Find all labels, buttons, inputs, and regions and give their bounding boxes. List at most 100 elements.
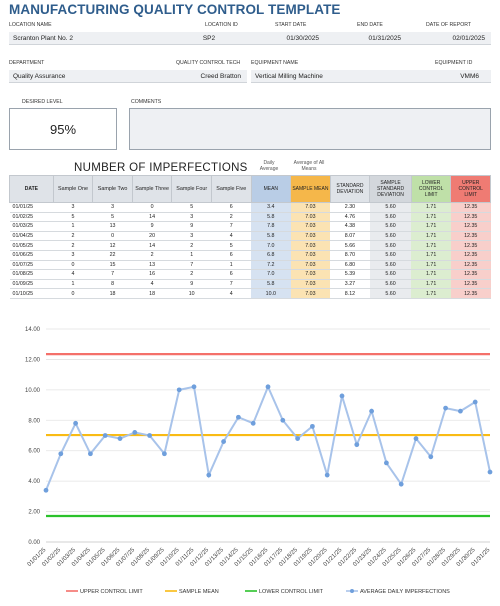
cell-date[interactable]: 01/02/25 [9, 212, 54, 223]
cell-mean[interactable]: 7.8 [251, 221, 291, 232]
cell-upper-control-limit[interactable]: 12.35 [450, 250, 491, 261]
cell-sample-five[interactable]: 7 [211, 221, 252, 232]
cell-date[interactable]: 01/01/25 [9, 202, 54, 213]
cell-lower-control-limit[interactable]: 1.71 [411, 260, 451, 271]
cell-sample-mean[interactable]: 7.03 [290, 269, 331, 280]
location-name-value[interactable]: Scranton Plant No. 2 [9, 32, 171, 45]
cell-sample-four[interactable]: 5 [171, 202, 212, 213]
cell-sample-four[interactable]: 1 [171, 250, 212, 261]
cell-sample-five[interactable]: 6 [211, 269, 252, 280]
cell-mean[interactable]: 5.8 [251, 279, 291, 290]
cell-sample-five[interactable]: 4 [211, 231, 252, 242]
cell-upper-control-limit[interactable]: 12.35 [450, 212, 491, 223]
cell-lower-control-limit[interactable]: 1.71 [411, 250, 451, 261]
cell-sample-one[interactable]: 3 [53, 250, 93, 261]
cell-date[interactable]: 01/07/25 [9, 260, 54, 271]
cell-sample-four[interactable]: 2 [171, 240, 212, 251]
cell-mean[interactable]: 7.0 [251, 240, 291, 251]
cell-sample-standard-deviation[interactable]: 5.60 [369, 288, 412, 299]
cell-sample-three[interactable]: 13 [132, 260, 172, 271]
department-value[interactable]: Quality Assurance [9, 70, 171, 83]
cell-standard-deviation[interactable]: 8.12 [330, 288, 370, 299]
cell-sample-one[interactable]: 5 [53, 212, 93, 223]
cell-upper-control-limit[interactable]: 12.35 [450, 221, 491, 232]
cell-standard-deviation[interactable]: 5.66 [330, 240, 370, 251]
cell-sample-three[interactable]: 14 [132, 240, 172, 251]
cell-upper-control-limit[interactable]: 12.35 [450, 260, 491, 271]
cell-sample-standard-deviation[interactable]: 5.60 [369, 202, 412, 213]
cell-standard-deviation[interactable]: 8.07 [330, 231, 370, 242]
cell-standard-deviation[interactable]: 4.38 [330, 221, 370, 232]
cell-sample-two[interactable]: 13 [92, 221, 133, 232]
cell-sample-two[interactable]: 12 [92, 240, 133, 251]
cell-mean[interactable]: 5.8 [251, 212, 291, 223]
cell-sample-standard-deviation[interactable]: 5.60 [369, 269, 412, 280]
cell-sample-four[interactable]: 3 [171, 212, 212, 223]
cell-sample-mean[interactable]: 7.03 [290, 279, 331, 290]
cell-lower-control-limit[interactable]: 1.71 [411, 279, 451, 290]
cell-sample-mean[interactable]: 7.03 [290, 288, 331, 299]
start-date-value[interactable]: 01/30/2025 [247, 32, 327, 45]
cell-sample-three[interactable]: 18 [132, 288, 172, 299]
cell-mean[interactable]: 3.4 [251, 202, 291, 213]
cell-sample-five[interactable]: 2 [211, 212, 252, 223]
cell-sample-four[interactable]: 3 [171, 231, 212, 242]
cell-sample-four[interactable]: 10 [171, 288, 212, 299]
cell-sample-standard-deviation[interactable]: 5.60 [369, 250, 412, 261]
cell-standard-deviation[interactable]: 5.39 [330, 269, 370, 280]
cell-sample-standard-deviation[interactable]: 5.60 [369, 221, 412, 232]
cell-sample-two[interactable]: 8 [92, 279, 133, 290]
cell-standard-deviation[interactable]: 3.27 [330, 279, 370, 290]
cell-lower-control-limit[interactable]: 1.71 [411, 231, 451, 242]
cell-mean[interactable]: 7.0 [251, 269, 291, 280]
cell-sample-three[interactable]: 2 [132, 250, 172, 261]
cell-standard-deviation[interactable]: 4.76 [330, 212, 370, 223]
cell-sample-mean[interactable]: 7.03 [290, 240, 331, 251]
cell-sample-four[interactable]: 7 [171, 260, 212, 271]
cell-sample-three[interactable]: 4 [132, 279, 172, 290]
cell-mean[interactable]: 10.0 [251, 288, 291, 299]
cell-sample-standard-deviation[interactable]: 5.60 [369, 240, 412, 251]
cell-date[interactable]: 01/09/25 [9, 279, 54, 290]
comments-field[interactable] [129, 108, 491, 150]
desired-level-value[interactable]: 95% [9, 108, 117, 150]
cell-upper-control-limit[interactable]: 12.35 [450, 231, 491, 242]
cell-mean[interactable]: 5.8 [251, 231, 291, 242]
cell-upper-control-limit[interactable]: 12.35 [450, 240, 491, 251]
cell-sample-three[interactable]: 16 [132, 269, 172, 280]
cell-sample-five[interactable]: 6 [211, 202, 252, 213]
cell-sample-two[interactable]: 15 [92, 260, 133, 271]
cell-sample-two[interactable]: 7 [92, 269, 133, 280]
cell-sample-mean[interactable]: 7.03 [290, 202, 331, 213]
cell-sample-three[interactable]: 20 [132, 231, 172, 242]
cell-date[interactable]: 01/06/25 [9, 250, 54, 261]
cell-sample-two[interactable]: 18 [92, 288, 133, 299]
cell-sample-mean[interactable]: 7.03 [290, 212, 331, 223]
cell-sample-three[interactable]: 0 [132, 202, 172, 213]
cell-upper-control-limit[interactable]: 12.35 [450, 202, 491, 213]
cell-sample-mean[interactable]: 7.03 [290, 260, 331, 271]
cell-standard-deviation[interactable]: 2.30 [330, 202, 370, 213]
cell-sample-one[interactable]: 0 [53, 260, 93, 271]
cell-sample-one[interactable]: 4 [53, 269, 93, 280]
cell-sample-one[interactable]: 2 [53, 240, 93, 251]
cell-lower-control-limit[interactable]: 1.71 [411, 202, 451, 213]
tech-value[interactable]: Creed Bratton [171, 70, 247, 83]
cell-lower-control-limit[interactable]: 1.71 [411, 212, 451, 223]
equipment-name-value[interactable]: Vertical Milling Machine [251, 70, 409, 83]
cell-sample-standard-deviation[interactable]: 5.60 [369, 260, 412, 271]
cell-upper-control-limit[interactable]: 12.35 [450, 279, 491, 290]
cell-sample-mean[interactable]: 7.03 [290, 231, 331, 242]
cell-sample-five[interactable]: 4 [211, 288, 252, 299]
cell-sample-one[interactable]: 3 [53, 202, 93, 213]
cell-date[interactable]: 01/04/25 [9, 231, 54, 242]
cell-sample-mean[interactable]: 7.03 [290, 221, 331, 232]
cell-sample-one[interactable]: 0 [53, 288, 93, 299]
cell-sample-two[interactable]: 3 [92, 202, 133, 213]
cell-sample-two[interactable]: 22 [92, 250, 133, 261]
report-date-value[interactable]: 02/01/2025 [409, 32, 491, 45]
cell-sample-five[interactable]: 6 [211, 250, 252, 261]
cell-mean[interactable]: 6.8 [251, 250, 291, 261]
cell-sample-five[interactable]: 5 [211, 240, 252, 251]
cell-sample-four[interactable]: 9 [171, 221, 212, 232]
